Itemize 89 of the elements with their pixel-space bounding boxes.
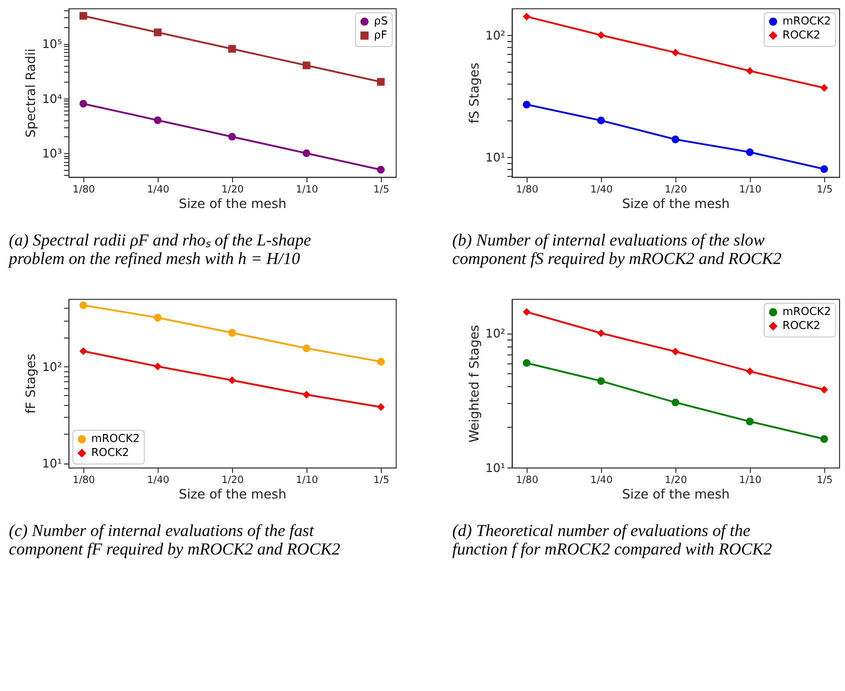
y-tick-label: 10²: [42, 360, 62, 374]
x-tick-label: 1/10: [739, 474, 762, 486]
point: [746, 148, 754, 156]
legend-label: mROCK2: [782, 14, 831, 28]
x-axis-title: Size of the mesh: [622, 488, 730, 503]
x-tick-label: 1/5: [816, 474, 833, 486]
x-tick-label: 1/20: [221, 184, 244, 196]
point: [302, 62, 310, 70]
y-tick-label: 10²: [485, 326, 506, 341]
text: (d) Theoretical number of evaluations of the function f for mROCK2 compared with ROCK2: [452, 520, 773, 559]
point: [377, 403, 385, 411]
point: [522, 308, 530, 316]
point: [820, 435, 828, 443]
legend-label: ρS: [374, 14, 388, 28]
point: [377, 166, 385, 174]
point: [820, 165, 828, 173]
y-tick-label: 10¹: [485, 150, 506, 165]
y-axis-title: fS Stages: [467, 62, 482, 124]
point: [154, 314, 162, 322]
legend-label: mROCK2: [782, 305, 831, 318]
point: [302, 149, 310, 158]
point: [746, 418, 754, 426]
legend-label: ρF: [374, 28, 388, 42]
point: [154, 116, 162, 124]
text: (a) Spectral radii ρF and rhoₛ of the L-shape problem on the refined mesh with h = H/10: [8, 230, 312, 268]
point: [79, 347, 88, 355]
point: [746, 67, 754, 75]
point: [672, 348, 680, 356]
text: (b) Number of internal evaluations of the slow component fS required by mROCK2 and ROCK2: [452, 230, 782, 268]
point: [597, 329, 605, 337]
x-axis-title: Size of the mesh: [178, 197, 286, 212]
legend-label: ROCK2: [91, 446, 130, 460]
point: [154, 28, 162, 36]
x-tick-label: 1/10: [296, 184, 318, 196]
y-tick-label: 10¹: [485, 460, 506, 475]
point: [522, 12, 530, 20]
x-tick-label: 1/80: [72, 474, 95, 486]
point: [672, 48, 680, 56]
point: [597, 116, 605, 124]
y-tick-label: 10³: [42, 146, 62, 161]
x-tick-label: 1/40: [147, 184, 170, 196]
y-tick-label: 10⁵: [42, 37, 62, 52]
x-tick-label: 1/40: [147, 474, 170, 486]
point: [228, 45, 236, 53]
point: [377, 358, 385, 366]
x-tick-label: 1/40: [590, 474, 613, 486]
point: [672, 398, 680, 406]
point: [79, 100, 88, 108]
point: [154, 362, 162, 370]
y-tick-label: 10⁴: [42, 92, 62, 106]
legend-label: ROCK2: [782, 319, 820, 332]
y-axis-title: fF Stages: [24, 353, 40, 414]
point: [79, 12, 88, 20]
point: [746, 367, 754, 376]
point: [522, 100, 530, 108]
point: [377, 78, 385, 86]
point: [302, 390, 310, 399]
x-tick-label: 1/80: [72, 184, 95, 196]
y-tick-label: 10¹: [42, 456, 62, 471]
x-tick-label: 1/20: [664, 184, 688, 196]
y-axis-title: Weighted f Stages: [467, 324, 482, 442]
x-tick-label: 1/5: [373, 474, 390, 486]
x-tick-label: 1/10: [296, 474, 318, 486]
point: [820, 386, 828, 394]
point: [597, 377, 605, 385]
point: [820, 84, 828, 92]
point: [597, 31, 605, 39]
x-axis-title: Size of the mesh: [178, 488, 286, 503]
x-tick-label: 1/80: [516, 474, 538, 486]
point: [228, 132, 236, 141]
legend-label: mROCK2: [91, 432, 140, 446]
point: [228, 376, 236, 384]
x-tick-label: 1/5: [373, 184, 390, 196]
point: [228, 328, 236, 337]
x-tick-label: 1/20: [664, 474, 688, 486]
x-tick-label: 1/20: [221, 474, 244, 486]
text: (c) Number of internal evaluations of the fast component fF required by mROCK2 and ROCK2: [8, 520, 341, 559]
x-axis-title: Size of the mesh: [622, 197, 730, 212]
y-tick-label: 10²: [485, 28, 506, 43]
legend-label: ROCK2: [782, 28, 820, 42]
point: [302, 344, 310, 352]
x-tick-label: 1/5: [816, 184, 833, 196]
x-tick-label: 1/40: [590, 184, 613, 196]
x-tick-label: 1/10: [739, 184, 762, 196]
x-tick-label: 1/80: [516, 184, 538, 196]
point: [672, 136, 680, 144]
point: [522, 359, 530, 367]
point: [79, 301, 88, 310]
y-axis-title: Spectral Radii: [24, 48, 40, 138]
